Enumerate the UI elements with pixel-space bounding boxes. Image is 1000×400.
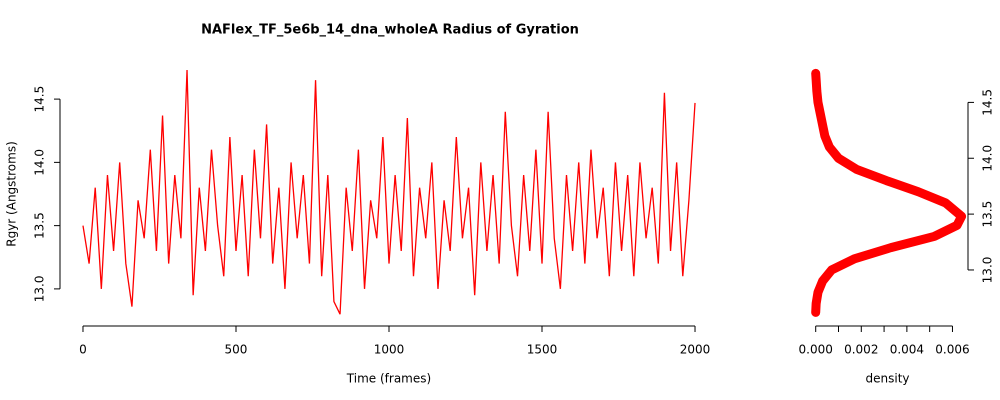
density-curve: [811, 68, 967, 317]
x-tick-label: 1000: [374, 343, 405, 357]
y-tick-label: 13.5: [981, 201, 995, 228]
y-tick-label: 13.5: [33, 212, 47, 239]
series-line: [82, 69, 696, 315]
x-tick-label: 0: [79, 343, 87, 357]
x-tick-label: 500: [225, 343, 248, 357]
x-axis-label: density: [866, 372, 910, 386]
x-tick-label: 2000: [680, 343, 711, 357]
y-tick-label: 14.5: [981, 89, 995, 116]
y-tick-label: 14.5: [33, 86, 47, 113]
x-tick-label: 0.000: [799, 343, 833, 357]
y-tick-label: 13.0: [981, 257, 995, 284]
x-tick-label: 1500: [527, 343, 558, 357]
x-tick-label: 0.006: [935, 343, 969, 357]
y-tick-label: 13.0: [33, 276, 47, 303]
y-tick-label: 14.0: [981, 145, 995, 172]
x-tick-label: 0.004: [890, 343, 924, 357]
y-axis-label: Rgyr (Angstroms): [5, 141, 19, 247]
chart-title: NAFlex_TF_5e6b_14_dna_wholeA Radius of G…: [201, 23, 579, 38]
x-tick-label: 0.002: [844, 343, 878, 357]
x-axis-label: Time (frames): [346, 372, 431, 386]
y-tick-label: 14.0: [33, 149, 47, 176]
